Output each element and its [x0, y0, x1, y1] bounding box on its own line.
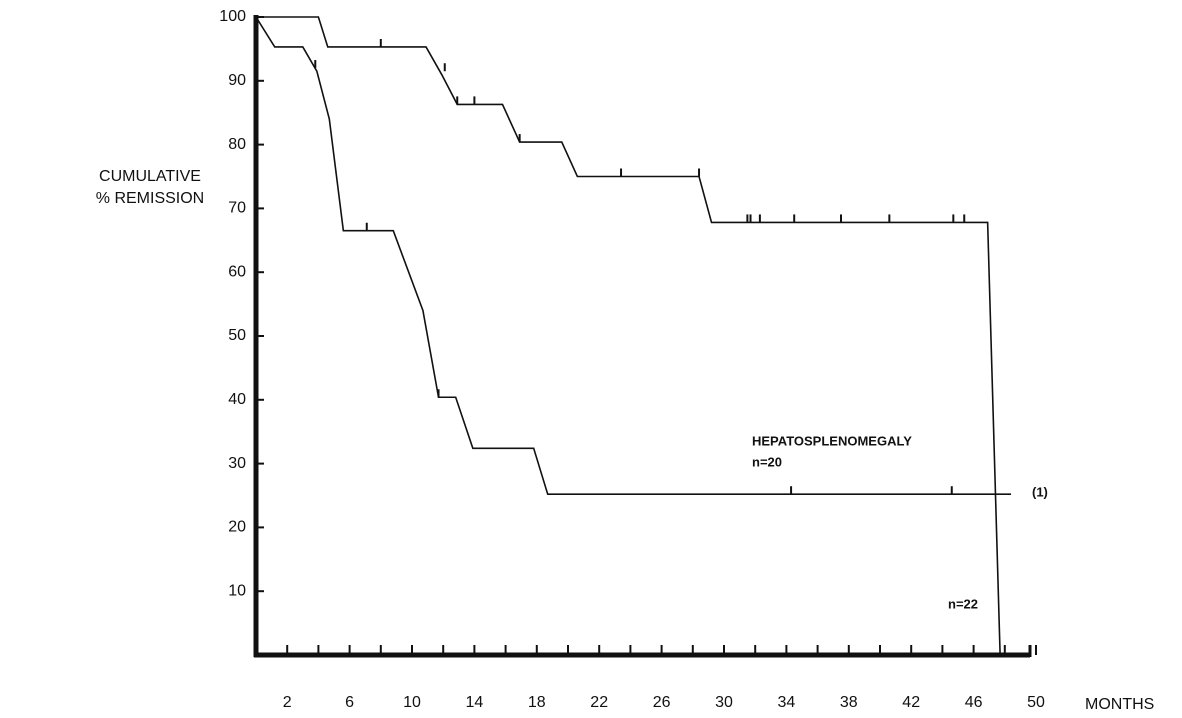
y-tick-label: 100 [219, 8, 246, 25]
x-tick-label: 6 [345, 694, 354, 711]
x-tick-label: 46 [965, 694, 983, 711]
x-tick-label: 14 [466, 694, 484, 711]
x-tick-label: 22 [590, 694, 608, 711]
y-tick-label: 50 [228, 327, 246, 344]
annotation: HEPATOSPLENOMEGALY [752, 433, 912, 448]
x-tick-label: 18 [528, 694, 546, 711]
annotation: n=20 [752, 454, 782, 469]
x-tick-label: 30 [715, 694, 733, 711]
x-tick-label: 50 [1027, 694, 1045, 711]
survival-curve [255, 16, 1012, 496]
y-tick-label: 90 [228, 72, 246, 89]
x-tick-label: 10 [403, 694, 421, 711]
annotation: n=22 [948, 596, 978, 611]
y-tick-label: 70 [228, 200, 246, 217]
x-tick-label: 2 [283, 694, 292, 711]
x-axis-label: MONTHS [1085, 696, 1154, 713]
x-tick-label: 34 [778, 694, 796, 711]
annotation: (1) [1032, 484, 1048, 499]
y-axis-label: % REMISSION [96, 190, 204, 207]
y-tick-label: 80 [228, 136, 246, 153]
y-tick-label: 30 [228, 455, 246, 472]
x-tick-label: 26 [653, 694, 671, 711]
y-tick-label: 40 [228, 391, 246, 408]
y-tick-label: 60 [228, 263, 246, 280]
y-tick-label: 10 [228, 582, 246, 599]
x-tick-label: 42 [902, 694, 920, 711]
y-axis-label: CUMULATIVE [99, 168, 201, 185]
y-tick-label: 20 [228, 519, 246, 536]
survival-curve [256, 16, 1001, 656]
x-tick-label: 38 [840, 694, 858, 711]
